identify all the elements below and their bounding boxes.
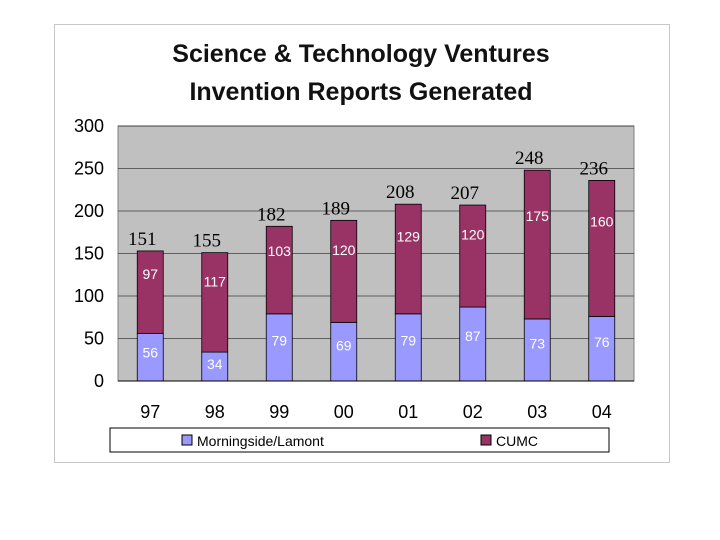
x-tick-label: 99 (269, 402, 289, 422)
x-tick-label: 04 (592, 402, 612, 422)
segment-value-label: 117 (204, 273, 227, 289)
bar-segment-cumc (523, 169, 551, 320)
segment-value-label: 120 (461, 227, 485, 243)
segment-value-label: 160 (590, 214, 614, 230)
bar-segment-morningside (588, 315, 616, 382)
bar-segment-morningside (201, 351, 229, 382)
y-tick-label: 300 (74, 116, 104, 136)
bar-segment-cumc (265, 225, 293, 315)
bar-segment-cumc (394, 203, 422, 315)
y-tick-label: 150 (74, 244, 104, 264)
bar-total-label: 236 (580, 158, 609, 179)
legend-swatch-morningside (181, 434, 193, 446)
x-tick-label: 97 (140, 402, 160, 422)
legend-label-morningside: Morningside/Lamont (197, 433, 324, 449)
x-tick-label: 00 (334, 402, 354, 422)
segment-value-label: 87 (465, 328, 481, 344)
segment-value-label: 79 (271, 332, 287, 348)
segment-value-label: 175 (526, 208, 550, 224)
bar-segment-cumc (588, 179, 616, 317)
legend-swatch-cumc (480, 434, 492, 446)
bar-segment-morningside (459, 306, 487, 382)
y-tick-label: 250 (74, 159, 104, 179)
legend-box (109, 427, 610, 453)
y-tick-label: 0 (94, 371, 104, 391)
segment-value-label: 120 (332, 242, 356, 258)
x-tick-label: 03 (527, 402, 547, 422)
bar-segment-cumc (330, 219, 358, 323)
segment-value-label: 69 (336, 338, 352, 354)
segment-value-label: 76 (594, 334, 610, 350)
bar-total-label: 248 (515, 148, 544, 169)
chart-title: Science & Technology Ventures (172, 40, 550, 68)
bar-segment-cumc (201, 252, 229, 353)
x-tick-label: 98 (205, 402, 225, 422)
bar-total-label: 208 (386, 182, 415, 203)
x-axis-ticks: 97 98 99 00 01 02 03 04 (140, 402, 612, 422)
y-tick-label: 50 (84, 329, 104, 349)
chart-subtitle: Invention Reports Generated (189, 78, 533, 106)
bar-total-label: 207 (451, 183, 480, 204)
y-tick-label: 100 (74, 286, 104, 306)
legend: Morningside/Lamont CUMC (109, 427, 610, 453)
segment-value-label: 97 (142, 266, 158, 282)
bar-total-label: 182 (257, 204, 286, 225)
segment-value-label: 56 (142, 344, 158, 360)
y-axis-ticks: 0 50 100 150 200 250 300 (74, 116, 104, 391)
bar-segment-morningside (394, 313, 422, 382)
segment-value-label: 34 (207, 356, 223, 372)
bar-segment-morningside (330, 321, 358, 382)
legend-label-cumc: CUMC (496, 433, 538, 449)
bar-total-label: 155 (193, 231, 222, 252)
x-tick-label: 01 (398, 402, 418, 422)
bars: 56 97 151 34 117 155 79 103 182 69 120 189 79 129 208 8… (128, 148, 616, 382)
bar-segment-cumc (136, 250, 164, 334)
x-tick-label: 02 (463, 402, 483, 422)
segment-value-label: 103 (268, 243, 292, 259)
segment-value-label: 73 (529, 336, 545, 352)
bar-total-label: 151 (128, 229, 157, 250)
bar-total-label: 189 (322, 198, 351, 219)
y-tick-label: 200 (74, 201, 104, 221)
segment-value-label: 129 (397, 228, 421, 244)
bar-segment-cumc (459, 204, 487, 308)
segment-value-label: 79 (400, 332, 416, 348)
bar-segment-morningside (523, 318, 551, 382)
